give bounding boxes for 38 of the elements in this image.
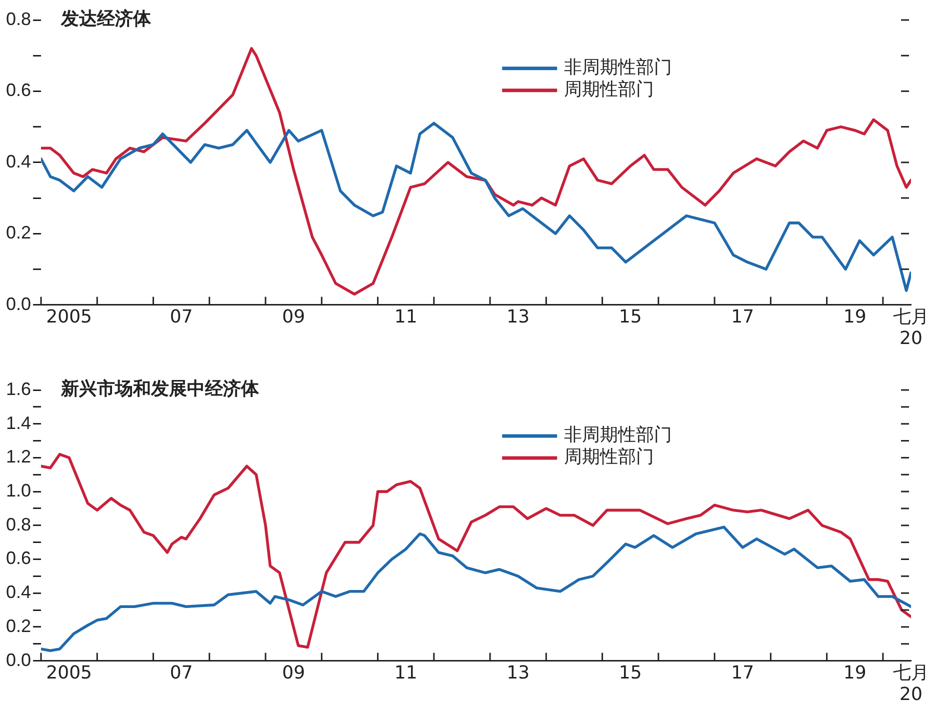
y-tick-label: 1.6 bbox=[6, 378, 32, 399]
x-tick-label: 17 bbox=[731, 306, 754, 328]
chart-title: 新兴市场和发展中经济体 bbox=[60, 378, 260, 400]
x-tick-label: 2005 bbox=[46, 306, 92, 328]
y-tick-label: 0.6 bbox=[6, 548, 32, 568]
x-tick-label: 11 bbox=[394, 662, 418, 684]
y-tick-label: 1.4 bbox=[6, 412, 32, 433]
legend-label: 周期性部门 bbox=[564, 79, 654, 100]
x-tick-label: 13 bbox=[506, 662, 530, 684]
x-tick-label: 15 bbox=[618, 662, 642, 684]
x-tick-label: 2005 bbox=[46, 662, 92, 684]
x-tick-label: 七月 20 bbox=[893, 662, 929, 705]
legend-label: 非周期性部门 bbox=[564, 57, 672, 78]
x-tick-label: 13 bbox=[506, 306, 530, 328]
y-tick-label: 0.4 bbox=[6, 582, 32, 602]
x-tick-label: 15 bbox=[618, 306, 642, 328]
y-tick-label: 0.0 bbox=[6, 650, 32, 670]
y-tick-label: 0.2 bbox=[6, 222, 32, 243]
y-tick-label: 0.2 bbox=[6, 616, 32, 636]
y-tick-label: 0.8 bbox=[6, 8, 32, 29]
y-tick-label: 0.0 bbox=[6, 294, 32, 314]
y-tick-label: 0.6 bbox=[6, 80, 32, 100]
legend-label: 周期性部门 bbox=[564, 446, 654, 468]
chart-title: 发达经济体 bbox=[60, 8, 152, 30]
legend-label: 非周期性部门 bbox=[564, 424, 672, 446]
x-tick-label: 09 bbox=[282, 306, 306, 328]
y-tick-label: 0.8 bbox=[6, 514, 32, 534]
x-tick-label: 19 bbox=[843, 662, 866, 684]
y-tick-label: 0.4 bbox=[6, 151, 32, 172]
x-tick-label: 19 bbox=[843, 306, 866, 328]
x-tick-label: 11 bbox=[394, 306, 418, 328]
y-tick-label: 1.2 bbox=[6, 446, 32, 467]
y-tick-label: 1.0 bbox=[6, 480, 32, 501]
x-tick-label: 07 bbox=[170, 662, 193, 684]
x-tick-label: 07 bbox=[170, 306, 193, 328]
x-tick-label: 七月 20 bbox=[893, 306, 929, 349]
x-tick-label: 09 bbox=[282, 662, 306, 684]
x-tick-label: 17 bbox=[731, 662, 754, 684]
